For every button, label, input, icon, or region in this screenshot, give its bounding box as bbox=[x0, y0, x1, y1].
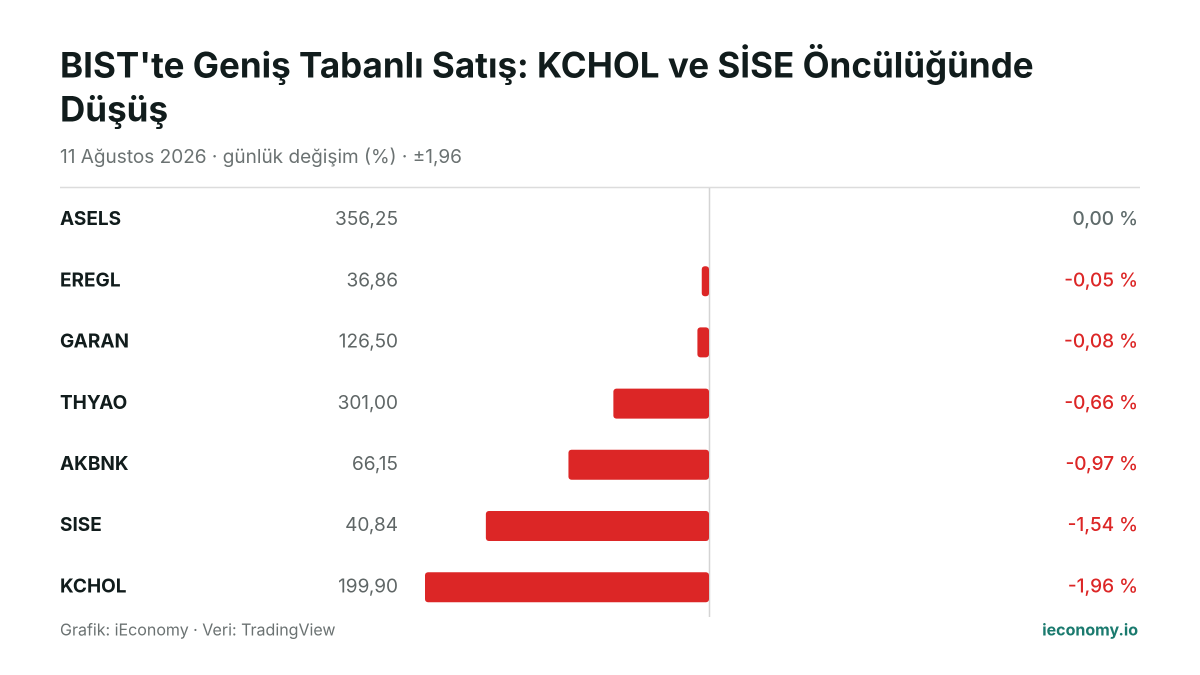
price: 301,00 bbox=[338, 391, 398, 414]
value-label: -0,97 % bbox=[1065, 452, 1138, 475]
bar bbox=[613, 388, 709, 419]
value-label: -1,96 % bbox=[1068, 574, 1138, 597]
ticker: SISE bbox=[60, 513, 102, 536]
price: 40,84 bbox=[345, 513, 398, 536]
ticker: GARAN bbox=[60, 330, 129, 353]
price: 36,86 bbox=[347, 268, 398, 291]
brand: ieconomy.io bbox=[1042, 619, 1138, 639]
price: 66,15 bbox=[352, 452, 398, 475]
bar bbox=[485, 511, 709, 541]
source: Grafik: iEconomy · Veri: TradingView bbox=[60, 619, 336, 639]
chart-subtitle: 11 Ağustos 2026 · günlük değişim (%) · ±… bbox=[60, 145, 462, 168]
value-label: -0,66 % bbox=[1064, 391, 1138, 414]
price: 126,50 bbox=[339, 330, 398, 353]
bar bbox=[697, 327, 709, 358]
ticker: KCHOL bbox=[60, 574, 127, 597]
ticker: THYAO bbox=[60, 391, 127, 414]
ticker: ASELS bbox=[60, 207, 121, 230]
value-label: -0,05 % bbox=[1064, 268, 1138, 291]
chart-title: BIST'te Geniş Tabanlı Satış: KCHOL ve Sİ… bbox=[60, 44, 1034, 87]
price: 356,25 bbox=[335, 207, 398, 230]
value-label: 0,00 % bbox=[1073, 207, 1138, 230]
ticker: AKBNK bbox=[60, 452, 129, 475]
price: 199,90 bbox=[338, 574, 398, 597]
value-label: -0,08 % bbox=[1064, 330, 1138, 353]
chart-title: Düşüş bbox=[60, 89, 168, 131]
bar bbox=[568, 449, 709, 480]
bar bbox=[425, 572, 709, 603]
bar bbox=[701, 266, 709, 297]
ticker: EREGL bbox=[60, 268, 121, 291]
value-label: -1,54 % bbox=[1068, 513, 1138, 536]
